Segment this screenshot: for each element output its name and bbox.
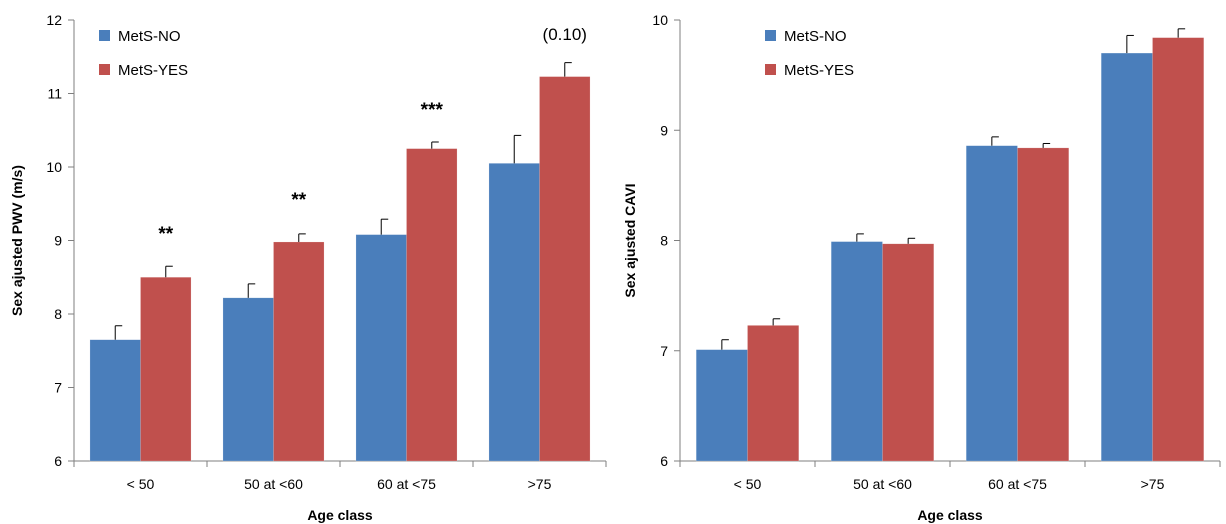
legend-label: MetS-NO bbox=[118, 28, 181, 45]
bar-mets-no bbox=[1100, 52, 1153, 462]
y-tick-label: 7 bbox=[660, 343, 668, 359]
legend-swatch-mets-yes bbox=[99, 64, 110, 75]
y-tick-label: 10 bbox=[652, 12, 668, 28]
bar-mets-yes bbox=[539, 76, 591, 462]
x-tick-label: >75 bbox=[1141, 476, 1165, 492]
x-tick-label: 60 at <75 bbox=[988, 476, 1047, 492]
x-tick-label: < 50 bbox=[734, 476, 762, 492]
legend-swatch-mets-yes bbox=[765, 64, 776, 75]
y-tick-label: 8 bbox=[660, 233, 668, 249]
x-tick-label: >75 bbox=[528, 476, 552, 492]
legend-label: MetS-YES bbox=[784, 62, 854, 79]
x-tick-label: < 50 bbox=[127, 476, 155, 492]
y-tick-label: 9 bbox=[54, 233, 62, 249]
x-tick-label: 50 at <60 bbox=[853, 476, 912, 492]
significance-label: *** bbox=[421, 100, 444, 121]
y-tick-label: 6 bbox=[54, 453, 62, 469]
y-tick-label: 12 bbox=[46, 12, 62, 28]
legend-swatch-mets-no bbox=[99, 30, 110, 41]
bar-mets-yes bbox=[882, 243, 935, 462]
bar-mets-yes bbox=[747, 325, 800, 462]
bar-mets-yes bbox=[1152, 37, 1205, 462]
bar-mets-no bbox=[89, 339, 141, 462]
bar-mets-yes bbox=[406, 148, 458, 462]
bar-mets-yes bbox=[1017, 147, 1070, 462]
x-tick-label: 50 at <60 bbox=[244, 476, 303, 492]
y-axis-title: Sex ajusted PWV (m/s) bbox=[9, 165, 25, 316]
legend-label: MetS-YES bbox=[118, 62, 188, 79]
x-tick-label: 60 at <75 bbox=[377, 476, 436, 492]
bar-mets-no bbox=[222, 297, 274, 462]
x-axis-title: Age class bbox=[917, 507, 983, 523]
bar-mets-yes bbox=[273, 241, 325, 462]
cavi-bar-chart: 6 7 8 9 10 < 50 50 at <60 60 at <75 >75 MetS-NO Me… bbox=[622, 12, 1221, 523]
legend-label: MetS-NO bbox=[784, 28, 847, 45]
significance-label: ** bbox=[158, 224, 173, 245]
y-tick-label: 10 bbox=[46, 159, 62, 175]
y-tick-label: 9 bbox=[660, 122, 668, 138]
bar-mets-no bbox=[355, 234, 407, 462]
bar-mets-yes bbox=[140, 277, 192, 462]
bar-mets-no bbox=[488, 163, 540, 462]
y-axis-title: Sex ajusted CAVI bbox=[622, 183, 638, 297]
significance-label: ** bbox=[291, 190, 306, 211]
y-tick-label: 7 bbox=[54, 380, 62, 396]
y-tick-label: 11 bbox=[47, 86, 62, 102]
bar-mets-no bbox=[695, 349, 748, 462]
legend-swatch-mets-no bbox=[765, 30, 776, 41]
x-axis-title: Age class bbox=[307, 507, 373, 523]
significance-label: (0.10) bbox=[543, 25, 587, 44]
y-tick-label: 8 bbox=[54, 306, 62, 322]
bar-mets-no bbox=[830, 241, 883, 462]
bar-mets-no bbox=[965, 145, 1018, 462]
y-tick-label: 6 bbox=[660, 453, 668, 469]
